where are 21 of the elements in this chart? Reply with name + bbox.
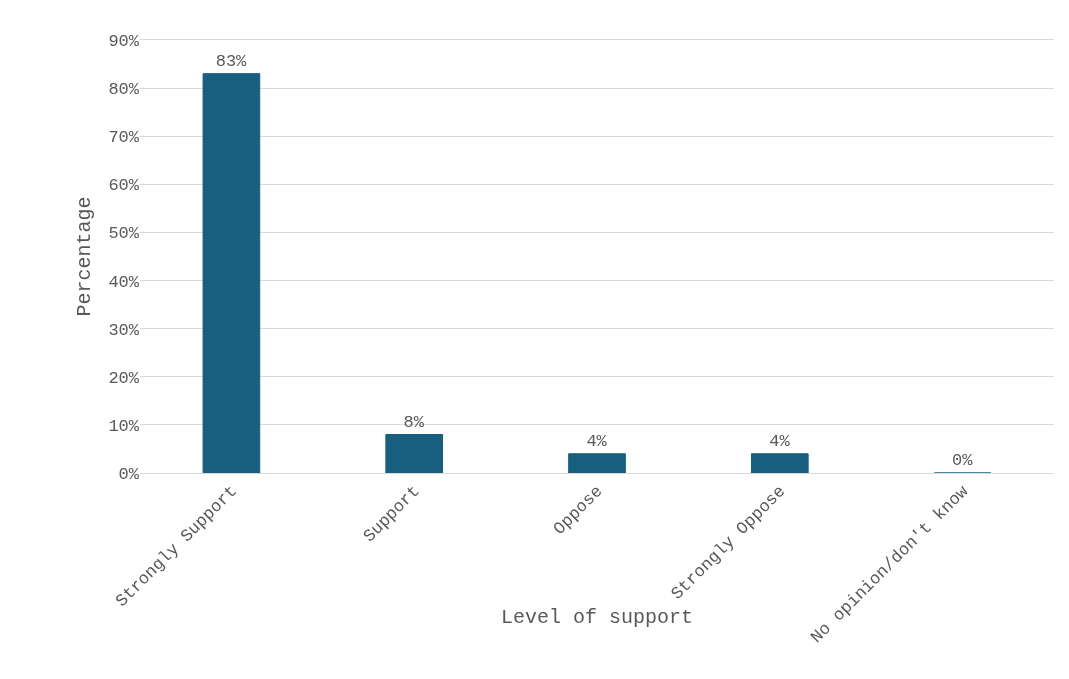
data-label: 83%: [215, 51, 248, 71]
y-tick-label: 20%: [108, 368, 140, 388]
y-tick-label: 40%: [108, 272, 140, 292]
y-tick-label: 90%: [108, 31, 140, 51]
bar: [568, 453, 626, 473]
y-tick-label: 60%: [108, 176, 140, 196]
bar: [750, 453, 809, 473]
y-tick-label: 80%: [108, 80, 140, 100]
data-label: 4%: [586, 431, 608, 451]
data-label: 0%: [952, 451, 974, 470]
y-tick-label: 30%: [108, 320, 140, 340]
y-tick-label: 0%: [118, 464, 140, 484]
y-tick-label: 70%: [108, 128, 140, 148]
x-axis-title: Level of support: [500, 605, 694, 629]
bar: [385, 434, 444, 473]
y-tick-label: 50%: [108, 224, 140, 244]
y-axis-title: Percentage: [73, 196, 96, 317]
y-tick-label: 10%: [108, 416, 140, 436]
data-label: 4%: [769, 431, 791, 451]
bar: [202, 73, 261, 473]
data-label: 8%: [403, 412, 425, 432]
